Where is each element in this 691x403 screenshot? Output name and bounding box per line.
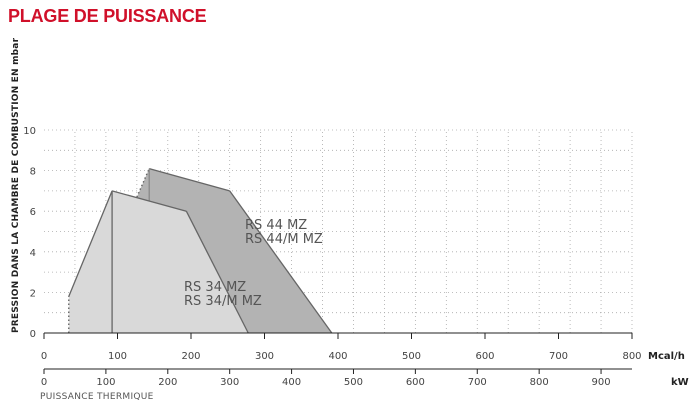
y-tick-label: 8 bbox=[30, 167, 36, 178]
x-tick-label-mcal: 200 bbox=[181, 351, 200, 362]
series-area bbox=[68, 190, 249, 333]
chart-title: PLAGE DE PUISSANCE bbox=[8, 6, 207, 26]
x-tick-label-kw: 700 bbox=[468, 377, 487, 388]
series-edge bbox=[111, 190, 187, 212]
x-tick-label-mcal: 100 bbox=[108, 351, 127, 362]
x-tick-label-mcal: 500 bbox=[402, 351, 421, 362]
x-tick-label-kw: 0 bbox=[41, 377, 47, 388]
x-tick-label-kw: 300 bbox=[220, 377, 239, 388]
y-tick-label: 2 bbox=[30, 288, 36, 299]
x-tick-label-kw: 200 bbox=[158, 377, 177, 388]
series-label: RS 34 MZ bbox=[184, 280, 246, 295]
x-tick-labels-mcal: 0 100 200 300 400 500 600 700 800 bbox=[41, 333, 642, 362]
x-tick-label-kw: 800 bbox=[530, 377, 549, 388]
x-tick-label-kw: 100 bbox=[96, 377, 115, 388]
y-tick-label: 10 bbox=[23, 126, 36, 137]
y-tick-label: 4 bbox=[30, 248, 36, 259]
y-tick-labels: 0 2 4 6 8 10 bbox=[23, 126, 36, 340]
x-tick-label-kw: 900 bbox=[592, 377, 611, 388]
x-tick-labels-kw: 0 100 200 300 400 500 600 700 800 900 bbox=[41, 369, 611, 388]
x-tick-label-kw: 400 bbox=[282, 377, 301, 388]
x-tick-label-kw: 600 bbox=[406, 377, 425, 388]
x-tick-label-mcal: 0 bbox=[41, 351, 47, 362]
series-edge bbox=[149, 167, 230, 192]
y-tick-label: 0 bbox=[30, 329, 36, 340]
x-tick-label-mcal: 600 bbox=[475, 351, 494, 362]
series-label: RS 44 MZ bbox=[245, 218, 307, 233]
operating-areas bbox=[68, 167, 333, 334]
x-axis-label: PUISSANCE THERMIQUE bbox=[40, 392, 154, 402]
y-axis-label: PRESSION DANS LA CHAMBRE DE COMBUSTION E… bbox=[11, 37, 21, 333]
x-tick-label-mcal: 300 bbox=[255, 351, 274, 362]
x-tick-label-mcal: 800 bbox=[622, 351, 641, 362]
series-label: RS 44/M MZ bbox=[245, 232, 323, 247]
series-start-edge bbox=[77, 168, 150, 334]
series-label: RS 34/M MZ bbox=[184, 294, 262, 309]
series-edge bbox=[185, 210, 249, 334]
series-edge bbox=[229, 190, 333, 334]
x-tick-label-kw: 500 bbox=[344, 377, 363, 388]
x-tick-label-mcal: 400 bbox=[328, 351, 347, 362]
x-tick-label-mcal: 700 bbox=[549, 351, 568, 362]
x-unit-kw: kW bbox=[671, 377, 689, 388]
x-unit-mcal: Mcal/h bbox=[648, 351, 685, 362]
series-edge bbox=[68, 190, 113, 297]
y-tick-label: 6 bbox=[30, 207, 36, 218]
